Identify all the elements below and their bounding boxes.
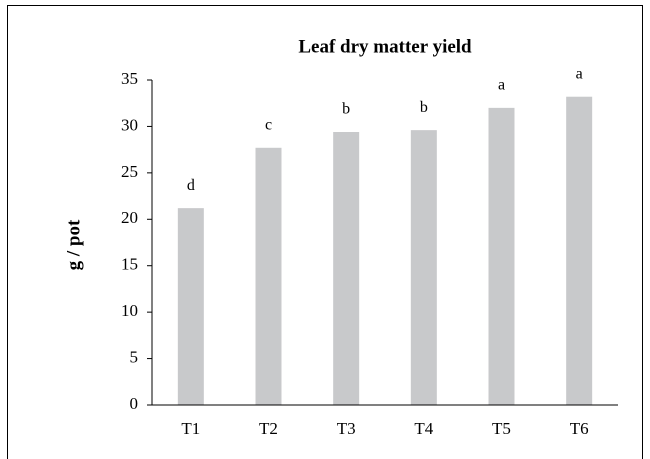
- y-tick-label: 10: [121, 301, 138, 320]
- x-tick-label: T1: [181, 419, 200, 438]
- significance-letter: a: [576, 65, 583, 82]
- y-tick-label: 35: [121, 69, 138, 88]
- significance-letter: d: [187, 177, 195, 194]
- y-tick-label: 30: [121, 115, 138, 134]
- y-tick-label: 5: [130, 347, 139, 366]
- bar: [566, 96, 593, 405]
- x-tick-label: T5: [492, 419, 511, 438]
- significance-letter: a: [498, 77, 505, 94]
- y-axis-label: g / pot: [63, 219, 84, 270]
- bar: [177, 208, 204, 405]
- chart-title: Leaf dry matter yield: [298, 36, 472, 57]
- x-tick-label: T6: [570, 419, 589, 438]
- x-tick-label: T3: [337, 419, 356, 438]
- bar: [488, 107, 515, 405]
- significance-letter: b: [420, 99, 428, 116]
- x-tick-label: T2: [259, 419, 278, 438]
- significance-letter: c: [265, 116, 272, 133]
- bar: [255, 147, 282, 406]
- bar: [333, 132, 360, 405]
- bar: [410, 130, 437, 405]
- y-tick-label: 0: [130, 394, 139, 413]
- x-tick-label: T4: [414, 419, 433, 438]
- chart-frame: [7, 5, 643, 459]
- y-tick-label: 25: [121, 162, 138, 181]
- y-tick-label: 15: [121, 255, 138, 274]
- y-tick-label: 20: [121, 208, 138, 227]
- significance-letter: b: [342, 101, 350, 118]
